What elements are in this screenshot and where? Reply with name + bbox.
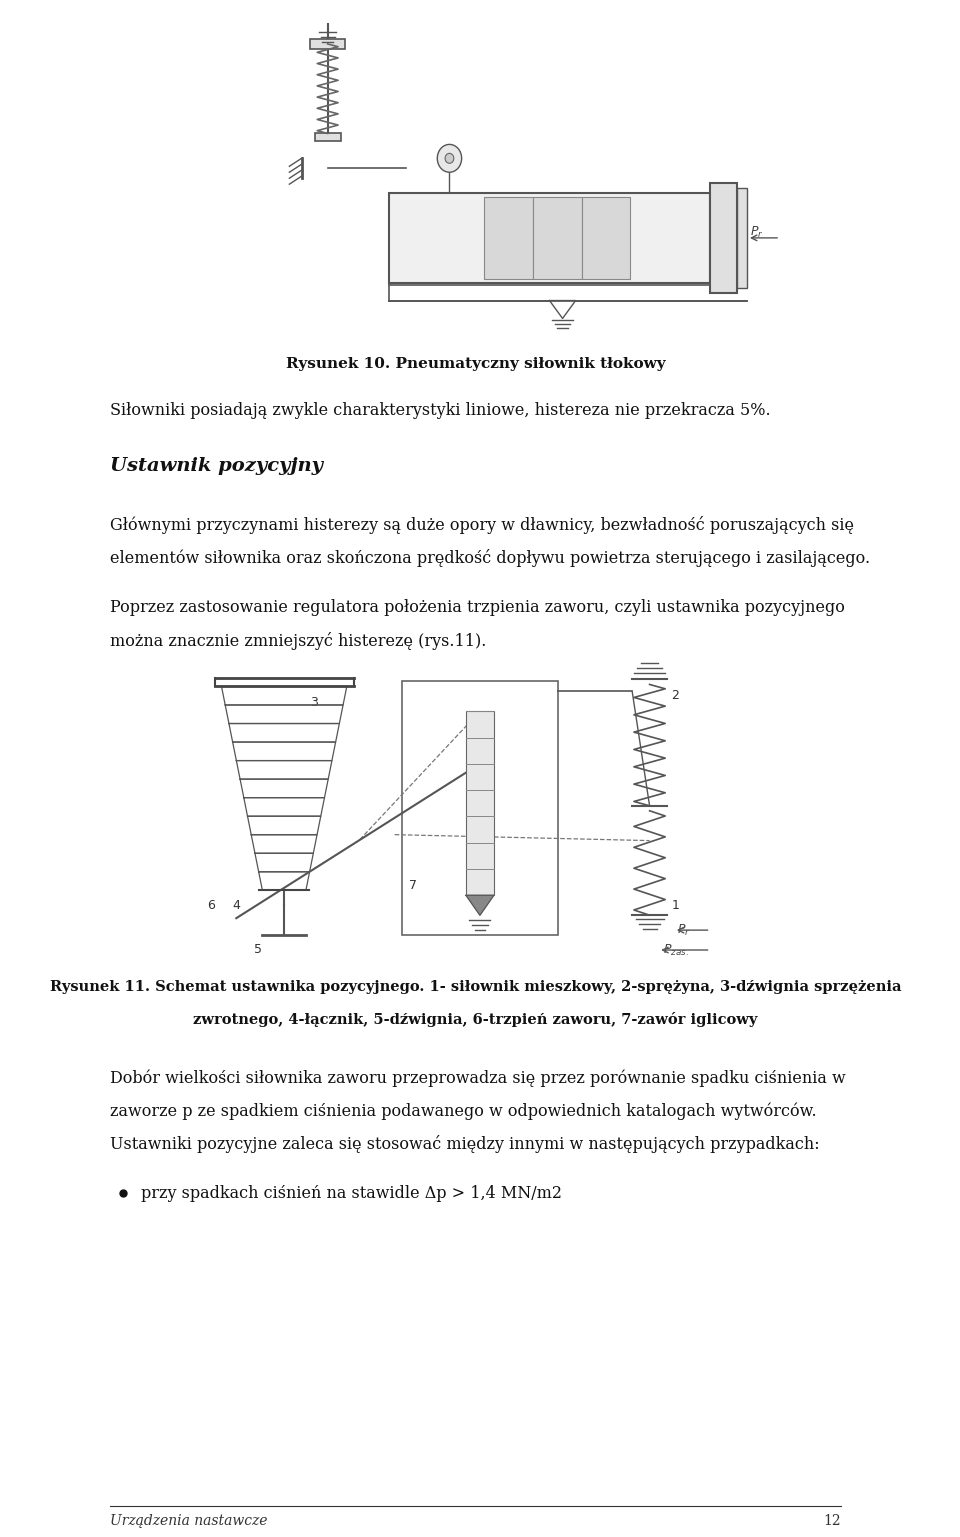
Bar — [315, 134, 341, 141]
Text: można znacznie zmniejszyć histerezę (rys.11).: można znacznie zmniejszyć histerezę (rys… — [110, 632, 487, 650]
Bar — [389, 194, 710, 283]
Text: 7: 7 — [409, 879, 417, 891]
Text: 5: 5 — [254, 944, 262, 956]
Text: $P_{zas.}$: $P_{zas.}$ — [662, 942, 688, 958]
Text: Ustawniki pozycyjne zaleca się stosować między innymi w następujących przypadkac: Ustawniki pozycyjne zaleca się stosować … — [110, 1134, 820, 1153]
Text: Rysunek 11. Schemat ustawnika pozycyjnego. 1- siłownik mieszkowy, 2-sprężyna, 3-: Rysunek 11. Schemat ustawnika pozycyjneg… — [50, 981, 901, 994]
Text: zaworze p ze spadkiem ciśnienia podawanego w odpowiednich katalogach wytwórców.: zaworze p ze spadkiem ciśnienia podawane… — [110, 1102, 817, 1119]
Text: Dobór wielkości siłownika zaworu przeprowadza się przez porównanie spadku ciśnie: Dobór wielkości siłownika zaworu przepro… — [110, 1070, 846, 1087]
Text: $P_r$: $P_r$ — [678, 922, 691, 938]
Bar — [401, 681, 558, 934]
Text: Ustawnik pozycyjny: Ustawnik pozycyjny — [110, 456, 324, 475]
Bar — [710, 183, 736, 292]
Text: Siłowniki posiadają zwykle charakterystyki liniowe, histereza nie przekracza 5%.: Siłowniki posiadają zwykle charakterysty… — [110, 403, 771, 420]
Bar — [466, 712, 493, 896]
Bar — [484, 197, 533, 278]
Bar — [736, 188, 747, 287]
Bar — [310, 38, 345, 49]
Circle shape — [445, 154, 454, 163]
Bar — [582, 197, 631, 278]
Text: przy spadkach ciśnień na stawidle Δp > 1,4 MN/m2: przy spadkach ciśnień na stawidle Δp > 1… — [140, 1185, 562, 1202]
Text: 3: 3 — [310, 696, 318, 710]
Text: zwrotnego, 4-łącznik, 5-dźwignia, 6-trzpień zaworu, 7-zawór iglicowy: zwrotnego, 4-łącznik, 5-dźwignia, 6-trzp… — [193, 1011, 757, 1027]
Text: 6: 6 — [206, 899, 214, 911]
Polygon shape — [466, 896, 493, 915]
Text: 12: 12 — [824, 1514, 841, 1528]
Text: 4: 4 — [232, 899, 241, 911]
Text: $P_r$: $P_r$ — [750, 226, 763, 240]
Bar — [533, 197, 582, 278]
Text: 1: 1 — [671, 899, 680, 911]
Text: elementów siłownika oraz skończona prędkość dopływu powietrza sterującego i zasi: elementów siłownika oraz skończona prędk… — [110, 549, 871, 567]
Text: Urządzenia nastawcze: Urządzenia nastawcze — [110, 1514, 268, 1528]
Text: Rysunek 10. Pneumatyczny siłownik tłokowy: Rysunek 10. Pneumatyczny siłownik tłokow… — [286, 357, 665, 372]
Circle shape — [437, 144, 462, 172]
Text: Głównymi przyczynami histerezy są duże opory w dławnicy, bezwładność poruszający: Głównymi przyczynami histerezy są duże o… — [110, 516, 854, 535]
Text: Poprzez zastosowanie regulatora położenia trzpienia zaworu, czyli ustawnika pozy: Poprzez zastosowanie regulatora położeni… — [110, 599, 845, 616]
Text: 2: 2 — [671, 690, 680, 702]
